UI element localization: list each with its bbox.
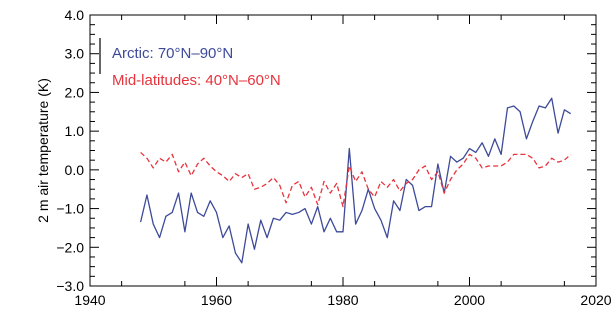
y-tick-label: 4.0 <box>65 7 85 23</box>
y-tick-label: −1.0 <box>56 201 84 217</box>
axis-ticks <box>89 14 597 287</box>
y-tick-label: 3.0 <box>65 46 85 62</box>
y-tick-labels: −3.0 −2.0 −1.0 0.0 1.0 2.0 3.0 4.0 <box>56 7 84 294</box>
y-tick-label: 0.0 <box>65 162 85 178</box>
series-line-arctic <box>139 97 572 264</box>
legend-entry-arctic: Arctic: 70°N–90°N <box>112 45 233 62</box>
x-tick-labels: 1940 1960 1980 2000 2020 <box>74 292 611 308</box>
y-axis-label: 2 m air temperature (K) <box>35 78 51 223</box>
legend-entry-mid-latitudes: Mid-latitudes: 40°N–60°N <box>112 72 281 89</box>
y-tick-label: 1.0 <box>65 123 85 139</box>
legend: Arctic: 70°N–90°N Mid-latitudes: 40°N–60°… <box>112 45 281 89</box>
y-tick-label: −3.0 <box>56 278 84 294</box>
x-tick-label: 2020 <box>580 292 611 308</box>
x-tick-label: 2000 <box>454 292 485 308</box>
y-tick-label: 2.0 <box>65 84 85 100</box>
x-tick-label: 1960 <box>201 292 232 308</box>
series-line-mid-latitudes <box>140 151 572 208</box>
series-lines <box>139 97 572 264</box>
y-tick-label: −2.0 <box>56 239 84 255</box>
x-tick-label: 1940 <box>74 292 105 308</box>
x-tick-label: 1980 <box>327 292 358 308</box>
